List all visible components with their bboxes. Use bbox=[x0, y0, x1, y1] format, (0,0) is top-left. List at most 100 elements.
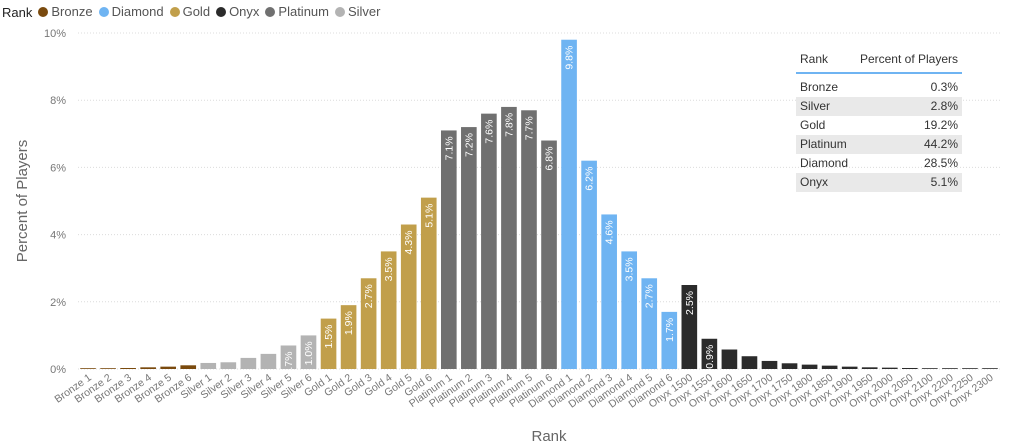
bar bbox=[501, 106, 517, 370]
bar bbox=[380, 251, 397, 369]
data-label: 2.7% bbox=[644, 284, 656, 308]
bar bbox=[180, 365, 197, 369]
bar bbox=[821, 365, 838, 369]
data-label: 1.7% bbox=[664, 318, 676, 342]
bar bbox=[200, 362, 217, 369]
table-cell-rank: Silver bbox=[800, 99, 831, 113]
bar bbox=[120, 367, 136, 369]
table-row: Diamond 28.5% bbox=[796, 154, 962, 173]
bar bbox=[901, 367, 918, 369]
bar bbox=[881, 367, 898, 369]
bar bbox=[601, 214, 617, 369]
table-cell-percent: 19.2% bbox=[923, 118, 958, 132]
y-tick-label: 6% bbox=[50, 162, 66, 174]
bar bbox=[220, 362, 237, 369]
bar bbox=[461, 127, 477, 369]
summary-header-percent: Percent of Players bbox=[859, 52, 958, 66]
bar bbox=[581, 160, 597, 369]
table-cell-percent: 44.2% bbox=[923, 137, 958, 151]
table-row: Bronze 0.3% bbox=[796, 78, 962, 97]
bar bbox=[160, 366, 177, 369]
legend-label: Onyx bbox=[229, 4, 260, 20]
summary-table-body: Bronze 0.3% Silver 2.8% Gold 19.2% Plati… bbox=[796, 78, 962, 192]
legend-item-silver[interactable]: Silver bbox=[334, 4, 381, 19]
legend-title: Rank bbox=[2, 4, 33, 20]
legend-item-bronze[interactable]: Bronze bbox=[38, 4, 93, 20]
table-cell-percent: 0.3% bbox=[930, 80, 958, 94]
legend-item-gold[interactable]: Gold bbox=[169, 4, 211, 20]
data-label: 6.8% bbox=[544, 147, 556, 171]
bar bbox=[861, 367, 878, 369]
bar bbox=[521, 110, 537, 369]
legend: Rank Bronze Diamond Gold Onyx Platinum Silver bbox=[2, 3, 387, 21]
legend-swatch-icon bbox=[98, 6, 109, 17]
data-label: 7.1% bbox=[443, 136, 455, 160]
table-cell-rank: Platinum bbox=[800, 137, 847, 151]
y-tick-label: 10% bbox=[44, 28, 66, 40]
table-row: Gold 19.2% bbox=[796, 116, 962, 135]
data-label: 7.6% bbox=[483, 120, 495, 144]
data-label: 9.8% bbox=[564, 46, 576, 70]
data-label: 4.3% bbox=[403, 231, 415, 255]
table-row: Onyx 5.1% bbox=[796, 173, 962, 192]
bar bbox=[761, 360, 778, 369]
data-label: 5.1% bbox=[423, 204, 435, 228]
legend-label: Diamond bbox=[111, 4, 164, 20]
data-label: 2.5% bbox=[684, 291, 696, 315]
bar bbox=[360, 278, 377, 369]
bar bbox=[561, 39, 577, 369]
bar bbox=[100, 368, 116, 369]
data-label: 2.7% bbox=[363, 284, 375, 308]
legend-swatch-icon bbox=[169, 6, 180, 17]
bar bbox=[400, 224, 417, 369]
table-row: Platinum 44.2% bbox=[796, 135, 962, 154]
bar bbox=[841, 366, 858, 369]
legend-items: Bronze Diamond Gold Onyx Platinum Silver bbox=[38, 4, 386, 20]
bar bbox=[420, 197, 437, 369]
data-label: 1.9% bbox=[343, 311, 355, 335]
data-label: 7.2% bbox=[463, 133, 475, 157]
legend-label: Bronze bbox=[51, 4, 93, 20]
data-label: 1.5% bbox=[323, 325, 335, 349]
table-cell-percent: 2.8% bbox=[930, 99, 958, 113]
bar bbox=[440, 130, 457, 369]
data-label: 4.6% bbox=[604, 220, 616, 244]
y-tick-label: 2% bbox=[50, 297, 66, 309]
data-label: 7.7% bbox=[523, 116, 535, 140]
table-cell-percent: 28.5% bbox=[923, 156, 958, 170]
legend-swatch-icon bbox=[265, 6, 276, 17]
bar bbox=[260, 353, 277, 369]
legend-swatch-icon bbox=[38, 6, 49, 17]
bar bbox=[721, 349, 738, 369]
bar bbox=[741, 356, 758, 369]
bar bbox=[80, 368, 96, 369]
legend-item-diamond[interactable]: Diamond bbox=[98, 4, 164, 20]
data-label: 7.8% bbox=[503, 113, 515, 137]
bar bbox=[280, 345, 297, 369]
bar bbox=[681, 285, 698, 369]
legend-item-platinum[interactable]: Platinum bbox=[265, 4, 329, 19]
y-tick-label: 8% bbox=[50, 95, 66, 107]
bar bbox=[962, 368, 978, 369]
bar bbox=[922, 368, 938, 369]
data-label: 1.0% bbox=[303, 341, 315, 365]
legend-label: Gold bbox=[182, 4, 211, 20]
legend-item-onyx[interactable]: Onyx bbox=[216, 4, 259, 19]
bar bbox=[340, 305, 357, 369]
legend-label: Platinum bbox=[278, 4, 329, 20]
y-tick-label: 4% bbox=[50, 230, 66, 242]
bar bbox=[801, 364, 818, 369]
bar bbox=[661, 311, 678, 369]
bar bbox=[942, 368, 958, 369]
bar bbox=[621, 251, 638, 369]
table-cell-rank: Onyx bbox=[800, 175, 829, 189]
table-cell-rank: Gold bbox=[800, 118, 826, 132]
data-label: 3.5% bbox=[624, 257, 636, 281]
bar bbox=[982, 368, 998, 369]
y-tick-label: 0% bbox=[50, 364, 66, 376]
bar bbox=[701, 338, 718, 369]
y-axis-title: Percent of Players bbox=[14, 140, 31, 263]
data-label: 3.5% bbox=[383, 257, 395, 281]
legend-swatch-icon bbox=[216, 6, 227, 17]
